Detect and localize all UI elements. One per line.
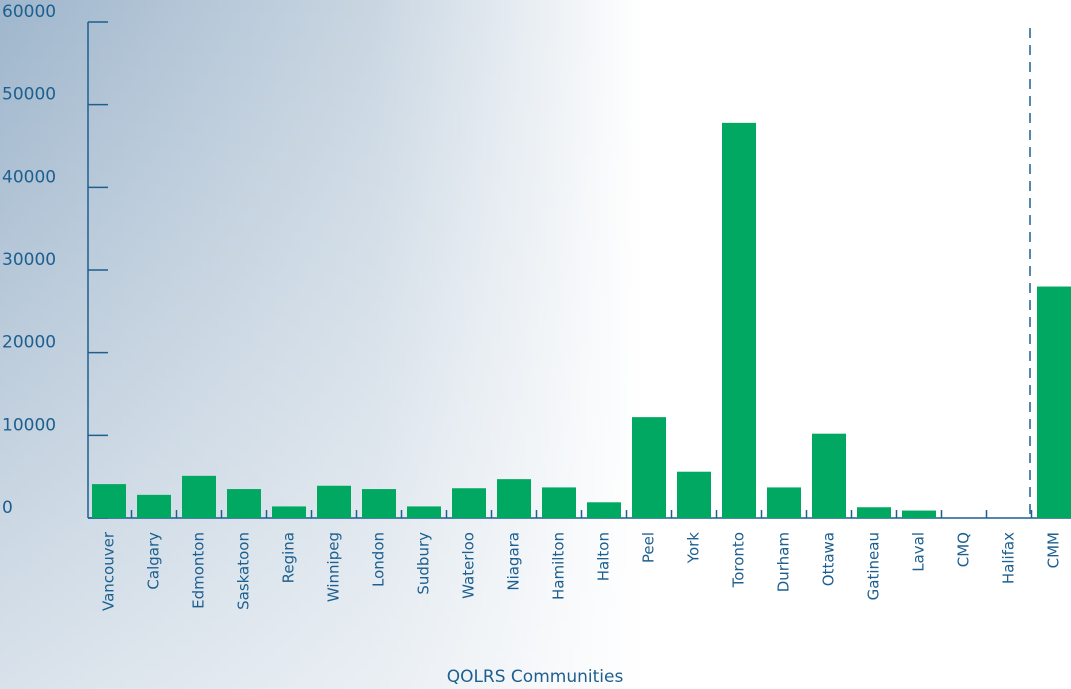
bar <box>272 506 306 518</box>
x-tick-label: Niagara <box>505 532 523 591</box>
bar <box>362 489 396 518</box>
bar <box>452 488 486 518</box>
x-axis-title: QOLRS Communities <box>447 667 624 687</box>
bar <box>137 494 171 518</box>
bar <box>542 487 576 518</box>
x-tick-label: Gatineau <box>865 532 883 600</box>
x-tick-label: Halton <box>595 532 613 581</box>
x-tick-label: Hamilton <box>550 532 568 600</box>
x-tick-label: York <box>685 532 703 565</box>
bar <box>857 507 891 518</box>
x-tick-label: Sudbury <box>415 532 433 595</box>
y-tick-label: 50000 <box>2 85 56 105</box>
x-tick-label: Toronto <box>730 532 748 588</box>
x-tick-label: Vancouver <box>100 531 118 611</box>
bar <box>407 506 441 518</box>
bar <box>1037 286 1071 518</box>
bar <box>902 510 936 518</box>
x-tick-label: London <box>370 532 388 587</box>
bar <box>767 487 801 518</box>
x-tick-label: Winnipeg <box>325 532 343 602</box>
y-tick-label: 20000 <box>2 333 56 353</box>
bar <box>722 122 756 518</box>
bar <box>227 489 261 518</box>
x-tick-label: Halifax <box>1000 532 1018 584</box>
x-tick-label: Waterloo <box>460 532 478 599</box>
x-tick-label: Ottawa <box>820 532 838 586</box>
y-tick-label: 60000 <box>2 2 56 22</box>
x-tick-label: Edmonton <box>190 532 208 609</box>
x-tick-label: Calgary <box>145 532 163 590</box>
x-tick-label: Saskatoon <box>235 532 253 610</box>
bar <box>317 485 351 518</box>
bar <box>497 479 531 518</box>
x-tick-label: CMQ <box>955 532 973 567</box>
y-tick-label: 10000 <box>2 415 56 435</box>
x-tick-label: Durham <box>775 532 793 592</box>
bar <box>182 475 216 518</box>
bar <box>587 502 621 518</box>
x-tick-label: Regina <box>280 532 298 583</box>
bar <box>632 417 666 518</box>
bar <box>92 484 126 518</box>
y-tick-label: 0 <box>2 498 13 518</box>
bar <box>812 433 846 518</box>
x-tick-label: Laval <box>910 532 928 572</box>
x-tick-label: Peel <box>640 532 658 563</box>
y-tick-label: 40000 <box>2 167 56 187</box>
bar <box>677 471 711 518</box>
y-tick-label: 30000 <box>2 250 56 270</box>
x-tick-label: CMM <box>1045 532 1063 568</box>
